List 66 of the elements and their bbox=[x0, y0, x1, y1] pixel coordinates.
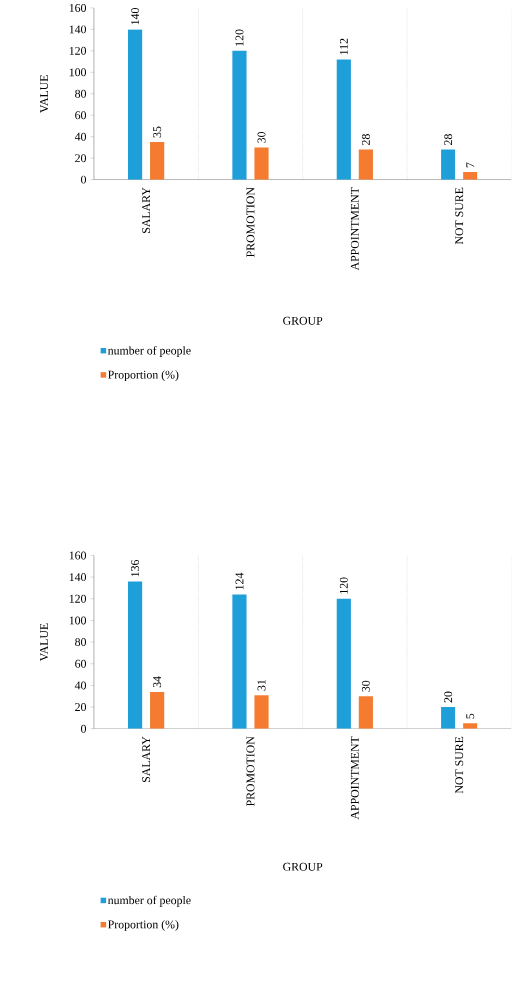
y-tick-label: 80 bbox=[75, 89, 87, 98]
x-tick-label: PROMOTION bbox=[246, 187, 255, 257]
data-label: 5 bbox=[466, 713, 475, 719]
y-tick-label: 160 bbox=[70, 3, 87, 12]
x-axis-title: GROUP bbox=[283, 316, 323, 325]
legend-label: Proportion (%) bbox=[108, 370, 179, 382]
y-axis-title: VALUE bbox=[40, 75, 49, 113]
y-tick-label: 100 bbox=[70, 68, 87, 77]
x-axis-title: GROUP bbox=[283, 862, 323, 871]
data-label: 34 bbox=[153, 676, 162, 688]
bar bbox=[232, 594, 247, 729]
data-label: 136 bbox=[131, 559, 140, 577]
bar bbox=[128, 29, 143, 180]
y-tick-label: 100 bbox=[70, 616, 87, 625]
y-tick-label: 40 bbox=[75, 681, 87, 690]
legend-label: number of people bbox=[108, 346, 191, 357]
bar bbox=[150, 691, 165, 729]
y-tick-label: 40 bbox=[75, 132, 87, 141]
y-tick-label: 20 bbox=[75, 703, 87, 712]
data-label: 28 bbox=[444, 134, 453, 145]
y-tick-label: 0 bbox=[81, 724, 87, 733]
bar bbox=[441, 707, 456, 729]
y-tick-label: 20 bbox=[75, 154, 87, 163]
data-label: 120 bbox=[340, 577, 349, 594]
bar bbox=[359, 149, 374, 180]
y-tick-label: 0 bbox=[81, 175, 87, 184]
y-tick-label: 80 bbox=[75, 638, 87, 647]
data-label: 112 bbox=[340, 38, 348, 55]
data-label: 30 bbox=[362, 680, 371, 692]
y-tick-label: 120 bbox=[70, 46, 87, 55]
x-tick-label: APPOINTMENT bbox=[351, 736, 360, 820]
bar bbox=[254, 147, 269, 180]
bar bbox=[463, 723, 478, 729]
y-axis-title: VALUE bbox=[40, 623, 49, 662]
data-label: 20 bbox=[444, 691, 453, 703]
x-tick-label: SALARY bbox=[142, 187, 151, 233]
y-tick-label: 140 bbox=[70, 573, 87, 582]
data-label: 7 bbox=[466, 162, 475, 168]
bar bbox=[359, 696, 374, 729]
x-tick-label: APPOINTMENT bbox=[351, 187, 360, 271]
legend-label: Proportion (%) bbox=[108, 920, 179, 931]
bar bbox=[441, 149, 456, 180]
x-tick-label: NOT SURE bbox=[455, 736, 464, 794]
data-label: 120 bbox=[235, 29, 244, 46]
bar bbox=[128, 581, 143, 729]
x-tick-label: SALARY bbox=[142, 736, 151, 783]
data-label: 31 bbox=[257, 679, 266, 691]
y-tick-label: 160 bbox=[70, 551, 87, 560]
bar bbox=[232, 50, 247, 180]
bar bbox=[150, 142, 165, 180]
x-tick-label: NOT SURE bbox=[455, 187, 464, 245]
bar bbox=[254, 695, 269, 729]
bar bbox=[336, 59, 352, 180]
bar bbox=[463, 172, 478, 180]
data-label: 140 bbox=[131, 8, 140, 25]
bar bbox=[336, 598, 352, 729]
legend-label: number of people bbox=[108, 895, 191, 907]
y-tick-label: 120 bbox=[70, 594, 87, 603]
data-label: 124 bbox=[235, 572, 244, 590]
y-tick-label: 60 bbox=[75, 111, 87, 120]
y-tick-label: 140 bbox=[70, 25, 87, 34]
x-tick-label: PROMOTION bbox=[246, 736, 255, 807]
data-label: 35 bbox=[153, 126, 162, 138]
data-label: 28 bbox=[362, 134, 371, 145]
y-tick-label: 60 bbox=[75, 659, 87, 668]
data-label: 30 bbox=[257, 131, 266, 143]
